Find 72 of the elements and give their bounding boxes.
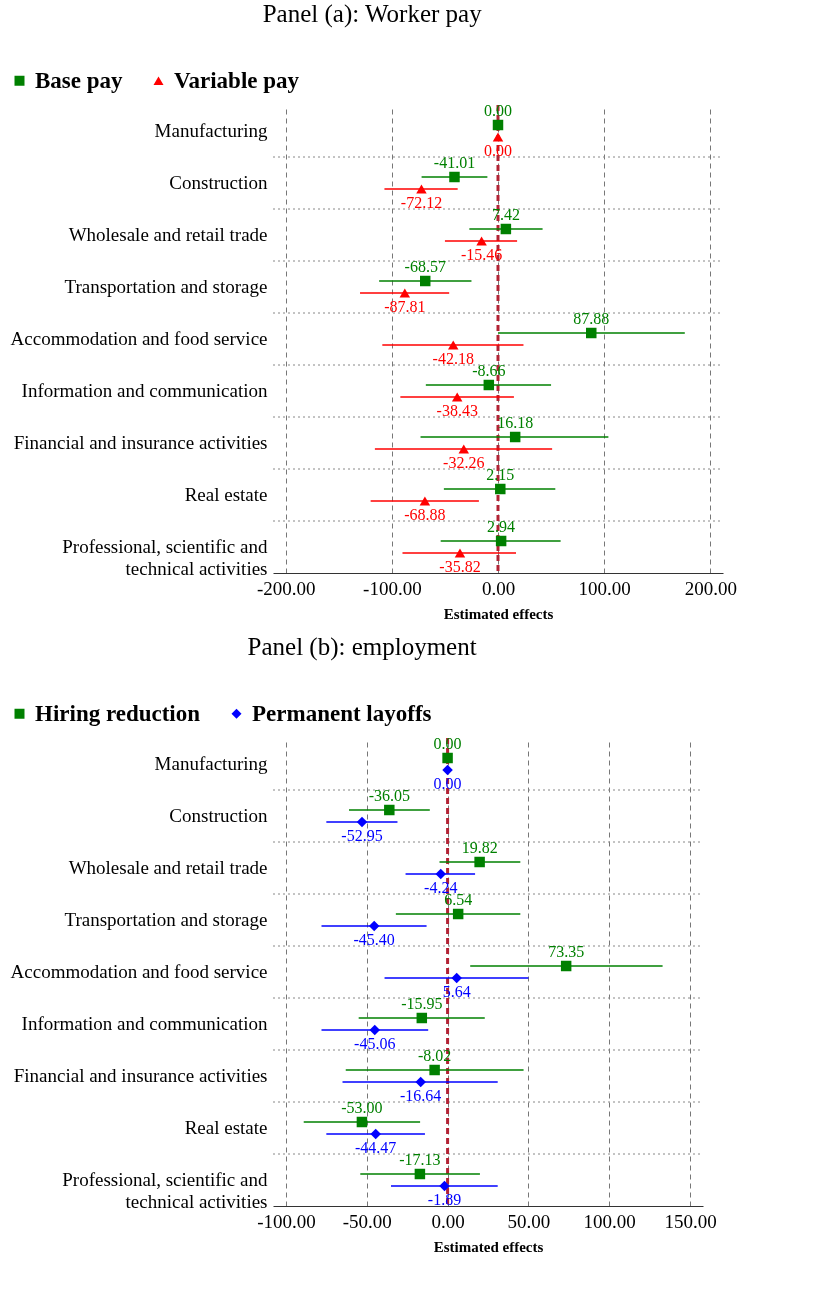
x-tick-label: 100.00 [583, 1210, 636, 1232]
y-tick-label: Wholesale and retail trade [68, 224, 268, 245]
data-label: -45.40 [353, 931, 395, 948]
x-tick-label: 50.00 [507, 1210, 551, 1232]
y-tick-label: Information and communication [21, 380, 268, 401]
legend-label: Permanent layoffs [252, 700, 432, 726]
y-tick-label: Professional, scientific and technical activities [62, 536, 268, 579]
x-tick-label: -200.00 [256, 577, 316, 599]
data-label: 2.15 [486, 466, 515, 483]
x-axis-title: Estimated effects [443, 605, 554, 622]
data-label: 16.18 [497, 414, 534, 431]
y-tick-label: Accommodation and food service [10, 961, 268, 982]
data-label: 5.64 [442, 983, 471, 1000]
data-label: 0.00 [484, 142, 512, 159]
data-label: -35.82 [439, 558, 481, 575]
y-tick-label: Real estate [184, 1117, 268, 1138]
legend-label: Base pay [35, 67, 124, 93]
data-label: -8.02 [417, 1047, 452, 1064]
data-label: 73.35 [548, 943, 585, 960]
data-label: 0.00 [484, 102, 512, 119]
y-tick-label: Manufacturing [154, 753, 268, 774]
y-tick-label: Transportation and storage [64, 909, 268, 930]
x-tick-label: 100.00 [578, 577, 631, 599]
data-label: -53.00 [341, 1099, 383, 1116]
data-label: -68.88 [404, 506, 446, 523]
x-tick-label: 150.00 [664, 1210, 717, 1232]
x-tick-label: -100.00 [363, 577, 422, 599]
data-label: -87.81 [384, 298, 426, 315]
data-label: -4.24 [424, 879, 458, 896]
data-label: -72.12 [400, 194, 443, 211]
data-label: 2.94 [487, 518, 516, 535]
x-axis-title: Estimated effects [433, 1238, 544, 1255]
data-label: 7.42 [491, 206, 520, 223]
data-label: 0.00 [433, 735, 462, 752]
data-label: -36.05 [368, 787, 410, 804]
chart-title: Panel (b): employment [247, 633, 477, 661]
data-label: -32.26 [443, 454, 485, 471]
data-label: 19.82 [461, 839, 498, 856]
data-label: -52.95 [341, 827, 383, 844]
y-tick-label: Wholesale and retail trade [68, 857, 268, 878]
y-tick-label: Information and communication [21, 1013, 268, 1034]
y-tick-label: Manufacturing [154, 120, 268, 141]
y-tick-label: Financial and insurance activities [13, 432, 268, 453]
x-tick-label: 0.00 [481, 577, 516, 599]
data-label: -16.64 [400, 1087, 442, 1104]
y-tick-label: Transportation and storage [64, 276, 268, 297]
data-label: -15.95 [401, 995, 443, 1012]
y-tick-label: Real estate [184, 484, 268, 505]
y-tick-label: Financial and insurance activities [13, 1065, 268, 1086]
data-label: -8.66 [472, 362, 506, 379]
x-tick-label: -50.00 [342, 1210, 392, 1232]
data-label: -38.43 [436, 402, 478, 419]
data-label: -17.13 [399, 1151, 441, 1168]
legend-label: Hiring reduction [35, 700, 201, 726]
x-tick-label: -100.00 [257, 1210, 316, 1232]
data-label: -1.89 [427, 1191, 462, 1208]
y-tick-label: Construction [169, 172, 268, 193]
data-label: -15.46 [460, 246, 503, 263]
y-tick-label: Professional, scientific and technical activities [62, 1169, 268, 1212]
x-tick-label: 0.00 [431, 1210, 465, 1232]
legend-label: Variable pay [174, 67, 300, 93]
data-label: -41.01 [433, 154, 476, 171]
data-label: -68.57 [404, 258, 446, 275]
y-tick-label: Accommodation and food service [10, 328, 268, 349]
data-label: -45.06 [354, 1035, 396, 1052]
data-label: -44.47 [355, 1139, 397, 1156]
data-label: -42.18 [432, 350, 474, 367]
data-label: 87.88 [573, 310, 610, 327]
chart-title: Panel (a): Worker pay [262, 0, 483, 28]
x-tick-label: 200.00 [684, 577, 737, 599]
data-label: 0.00 [433, 775, 462, 792]
y-tick-label: Construction [169, 805, 268, 826]
